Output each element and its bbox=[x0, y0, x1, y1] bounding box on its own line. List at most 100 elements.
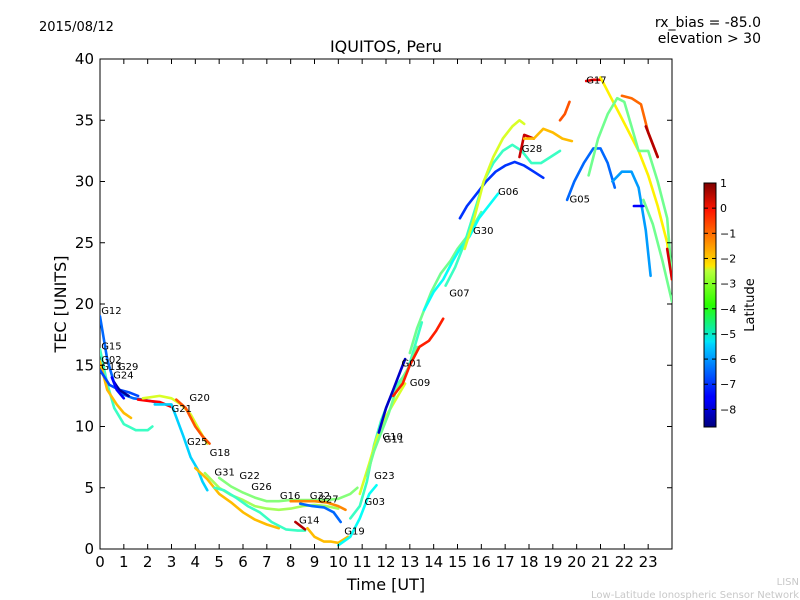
series-line-g30 bbox=[422, 192, 500, 312]
series-line-g05 bbox=[565, 147, 617, 202]
series-line-g04b bbox=[644, 125, 659, 159]
series-line-g26 bbox=[213, 486, 307, 532]
prn-label-g28: G28 bbox=[522, 144, 542, 155]
colorbar-tick-label: −4 bbox=[720, 303, 736, 316]
x-tick-label: 11 bbox=[353, 553, 372, 571]
x-tick-label: 5 bbox=[214, 553, 224, 571]
series-line-g01 bbox=[377, 357, 407, 434]
prn-label-g13: G13 bbox=[101, 362, 121, 373]
x-tick-label: 4 bbox=[191, 553, 201, 571]
chart-title: IQUITOS, Peru bbox=[330, 37, 442, 56]
y-tick-label: 30 bbox=[75, 173, 94, 191]
prn-label-g31: G31 bbox=[214, 468, 234, 479]
series-line-g31 bbox=[194, 466, 281, 530]
x-tick-label: 1 bbox=[119, 553, 129, 571]
prn-label-g16: G16 bbox=[280, 491, 300, 502]
series-line-g09 bbox=[391, 317, 445, 398]
prn-label-g12: G12 bbox=[101, 306, 121, 317]
prn-label-g32: G32 bbox=[310, 491, 330, 502]
series-line-g14 bbox=[294, 520, 307, 531]
prn-label-g19: G19 bbox=[344, 526, 364, 537]
y-tick-label: 15 bbox=[75, 356, 94, 374]
footer-lisn: LISN bbox=[777, 577, 799, 588]
x-tick-label: 2 bbox=[143, 553, 153, 571]
x-tick-label: 14 bbox=[424, 553, 443, 571]
series-line-g32 bbox=[289, 499, 347, 512]
prn-label-g06: G06 bbox=[498, 187, 518, 198]
colorbar-tick-label: 0 bbox=[720, 202, 727, 215]
prn-label-g20: G20 bbox=[189, 393, 209, 404]
series-line-g02 bbox=[100, 360, 133, 420]
colorbar-label: Latitude bbox=[743, 278, 758, 332]
x-axis-ticks: 0 1 2 3 4 5 6 7 8 9 10 11 12 13 14 15 16 17 18 19 20 21 22 23 bbox=[95, 59, 658, 571]
prn-label-g15: G15 bbox=[101, 341, 121, 352]
y-axis-ticks: 0 5 10 15 20 25 30 35 40 bbox=[75, 50, 672, 558]
prn-label-g07: G07 bbox=[449, 289, 469, 300]
y-tick-label: 0 bbox=[84, 540, 94, 558]
elevation-label: elevation > 30 bbox=[658, 31, 761, 47]
prn-label-g26: G26 bbox=[251, 482, 271, 493]
prn-label-g01: G01 bbox=[402, 359, 422, 370]
x-tick-label: 21 bbox=[591, 553, 610, 571]
prn-label-g14: G14 bbox=[299, 515, 319, 526]
prn-label-g18: G18 bbox=[210, 448, 230, 459]
series-line-g28 bbox=[463, 119, 526, 251]
prn-label-g02: G02 bbox=[101, 355, 121, 366]
x-tick-label: 17 bbox=[496, 553, 515, 571]
series-line-g03 bbox=[337, 484, 378, 547]
series-line-g25 bbox=[153, 403, 209, 492]
x-tick-label: 20 bbox=[567, 553, 586, 571]
footer-network: Low-Latitude Ionospheric Sensor Network bbox=[591, 590, 799, 600]
series-line-g21b bbox=[665, 247, 672, 281]
colorbar-tick-label: 1 bbox=[720, 177, 727, 190]
series-line-g19 bbox=[306, 526, 350, 545]
y-tick-label: 5 bbox=[84, 479, 94, 497]
prn-label-g27: G27 bbox=[318, 494, 338, 505]
prn-label-g23: G23 bbox=[374, 471, 394, 482]
colorbar-tick-label: −6 bbox=[720, 353, 736, 366]
series-line-g28c bbox=[522, 127, 574, 143]
prn-label-g22: G22 bbox=[239, 471, 259, 482]
colorbar-tick-label: −2 bbox=[720, 252, 736, 265]
prn-label-g21: G21 bbox=[172, 404, 192, 415]
series-line-g17 bbox=[558, 100, 571, 122]
prn-label-g24: G24 bbox=[113, 371, 133, 382]
colorbar-gradient bbox=[703, 182, 717, 428]
x-tick-label: 3 bbox=[167, 553, 177, 571]
colorbar: 1 0 −1 −2 −3 −4 −5 −6 −7 −8 Latitude bbox=[703, 177, 758, 428]
y-tick-label: 20 bbox=[75, 295, 94, 313]
y-tick-label: 25 bbox=[75, 234, 94, 252]
x-tick-label: 19 bbox=[543, 553, 562, 571]
x-tick-label: 7 bbox=[262, 553, 272, 571]
prn-label-g29: G29 bbox=[118, 362, 138, 373]
series-line-g06 bbox=[444, 143, 562, 287]
prn-label-g09: G09 bbox=[410, 378, 430, 389]
series-line-g08 bbox=[587, 96, 672, 281]
series-line-g02b bbox=[611, 170, 652, 278]
x-axis-label: Time [UT] bbox=[346, 575, 425, 594]
series-line-g27b bbox=[642, 198, 672, 303]
colorbar-ticks: 1 0 −1 −2 −3 −4 −5 −6 −7 −8 bbox=[704, 177, 736, 416]
prn-label-g05: G05 bbox=[570, 194, 590, 205]
x-tick-label: 6 bbox=[238, 553, 248, 571]
prn-label-g30: G30 bbox=[473, 226, 493, 237]
x-tick-label: 16 bbox=[472, 553, 491, 571]
prn-label-g10: G10 bbox=[382, 432, 402, 443]
x-tick-label: 23 bbox=[639, 553, 658, 571]
x-tick-label: 0 bbox=[95, 553, 105, 571]
series-line-g27 bbox=[298, 502, 342, 524]
colorbar-tick-label: −8 bbox=[720, 403, 736, 416]
series-line-g17b bbox=[584, 78, 602, 83]
x-tick-label: 9 bbox=[310, 553, 320, 571]
series-layer bbox=[100, 76, 672, 547]
y-axis-label: TEC [UNITS] bbox=[51, 256, 70, 354]
y-tick-label: 40 bbox=[75, 50, 94, 68]
y-tick-label: 35 bbox=[75, 111, 94, 129]
rx-bias-label: rx_bias = -85.0 bbox=[655, 15, 761, 31]
x-tick-label: 18 bbox=[519, 553, 538, 571]
prn-label-g17: G17 bbox=[586, 76, 606, 87]
x-tick-label: 8 bbox=[286, 553, 296, 571]
y-tick-label: 10 bbox=[75, 418, 94, 436]
